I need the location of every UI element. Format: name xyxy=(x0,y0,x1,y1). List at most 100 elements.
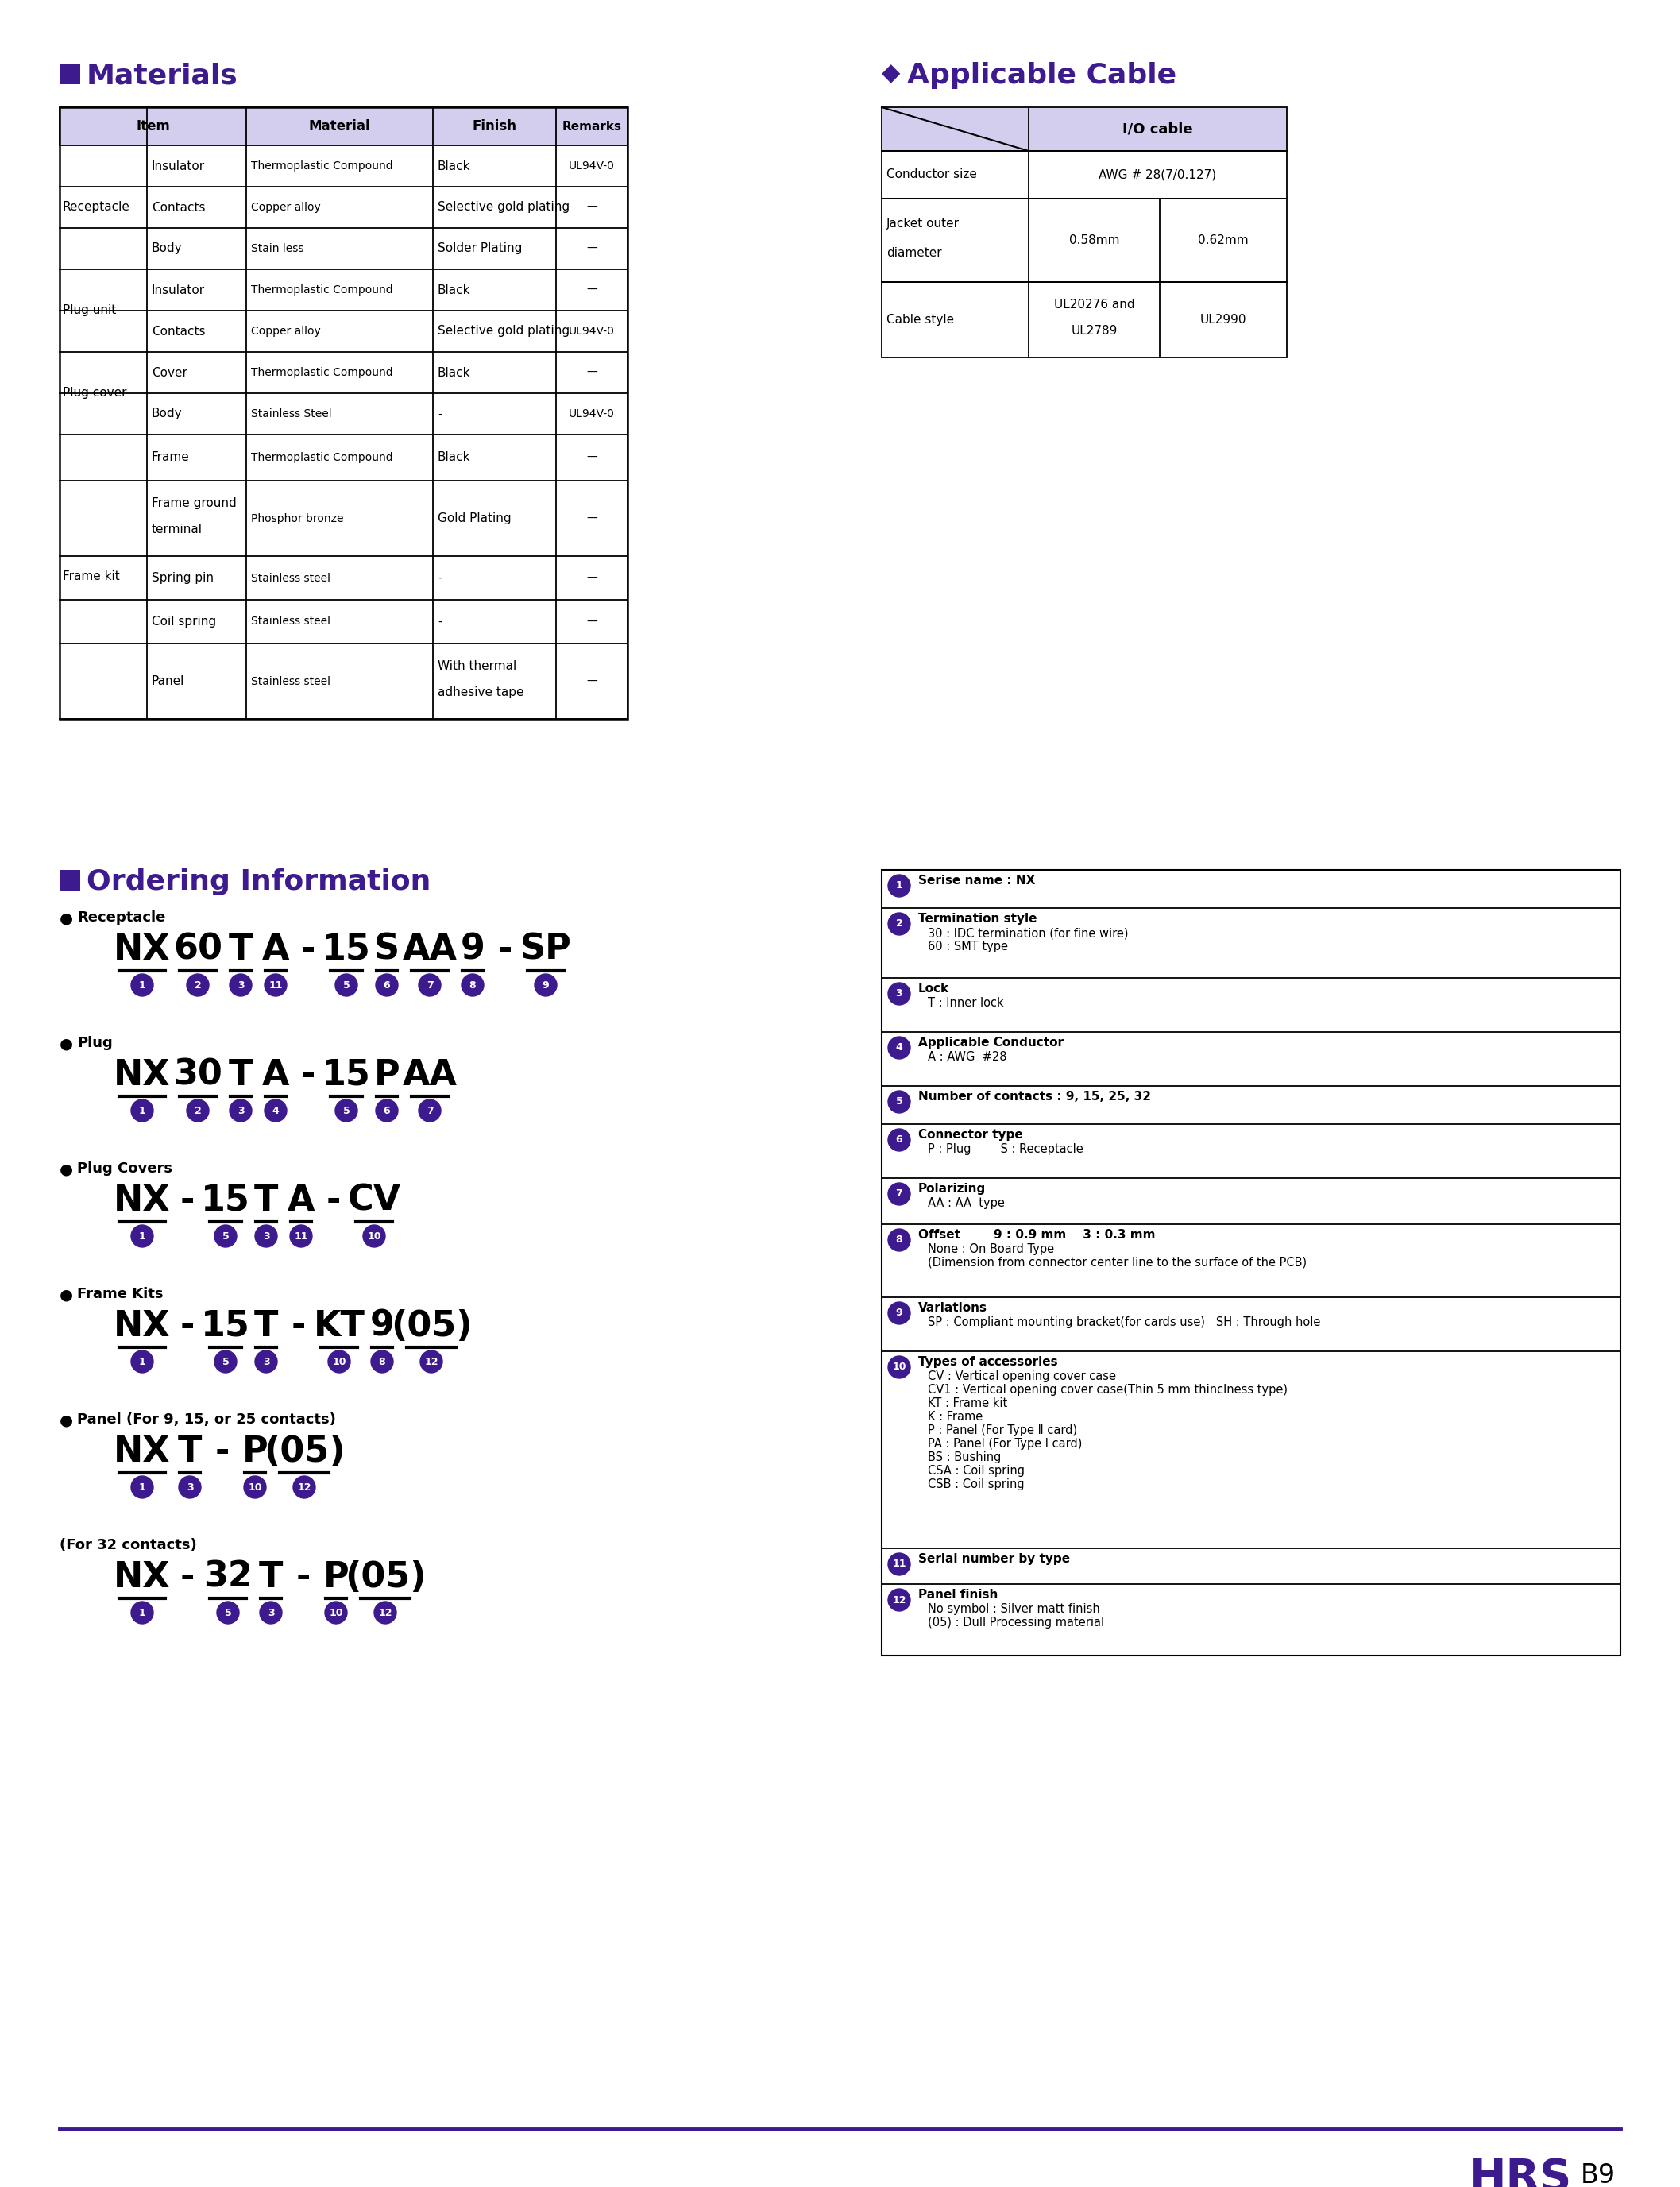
Circle shape xyxy=(889,1128,911,1150)
Text: Insulator: Insulator xyxy=(151,160,205,173)
Bar xyxy=(882,107,1287,151)
Text: Receptacle: Receptacle xyxy=(77,910,166,925)
Text: 1: 1 xyxy=(895,881,902,890)
Circle shape xyxy=(889,875,911,897)
Text: Selective gold plating: Selective gold plating xyxy=(438,201,570,214)
Text: Gold Plating: Gold Plating xyxy=(438,512,511,525)
Text: 10: 10 xyxy=(249,1483,262,1492)
Bar xyxy=(59,107,628,144)
Text: P: P xyxy=(323,1559,349,1594)
Text: Body: Body xyxy=(151,243,183,254)
Text: 11: 11 xyxy=(294,1231,307,1242)
Text: Variations: Variations xyxy=(919,1301,988,1314)
Bar xyxy=(882,282,1287,356)
Text: Stainless steel: Stainless steel xyxy=(250,676,331,687)
Text: AA : AA  type: AA : AA type xyxy=(927,1196,1005,1209)
Text: 60 : SMT type: 60 : SMT type xyxy=(927,940,1008,954)
Text: 15: 15 xyxy=(202,1183,250,1218)
Text: 15: 15 xyxy=(202,1310,250,1343)
Circle shape xyxy=(376,1100,398,1122)
Text: 32: 32 xyxy=(203,1559,252,1594)
Text: diameter: diameter xyxy=(887,247,942,258)
Text: -: - xyxy=(180,1183,195,1218)
Text: Ordering Information: Ordering Information xyxy=(87,868,430,894)
Text: Thermoplastic Compound: Thermoplastic Compound xyxy=(250,284,393,295)
Text: 11: 11 xyxy=(892,1559,906,1570)
Text: BS : Bushing: BS : Bushing xyxy=(927,1452,1001,1463)
Bar xyxy=(59,107,628,720)
Text: 3: 3 xyxy=(237,1104,244,1115)
Text: PA : Panel (For Type Ⅰ card): PA : Panel (For Type Ⅰ card) xyxy=(927,1437,1082,1450)
Circle shape xyxy=(336,1100,358,1122)
Text: UL94V-0: UL94V-0 xyxy=(570,409,615,420)
Text: NX: NX xyxy=(114,1059,171,1091)
Circle shape xyxy=(131,973,153,997)
Text: T: T xyxy=(228,1059,252,1091)
Text: Panel: Panel xyxy=(151,676,185,687)
Text: CV1 : Vertical opening cover case(Thin 5 mm thinclness type): CV1 : Vertical opening cover case(Thin 5… xyxy=(927,1384,1287,1395)
Circle shape xyxy=(418,973,440,997)
Text: —: — xyxy=(586,573,596,584)
Text: 1: 1 xyxy=(139,1356,146,1367)
Text: Coil spring: Coil spring xyxy=(151,617,217,628)
Text: 3: 3 xyxy=(895,989,902,999)
Text: 30: 30 xyxy=(173,1059,222,1091)
Circle shape xyxy=(131,1100,153,1122)
Text: 3: 3 xyxy=(262,1231,269,1242)
Text: -: - xyxy=(301,1059,316,1091)
Bar xyxy=(882,199,1287,282)
Text: Lock: Lock xyxy=(919,982,949,995)
Text: I/O cable: I/O cable xyxy=(1122,122,1193,136)
Text: 10: 10 xyxy=(892,1363,906,1371)
Text: CSA : Coil spring: CSA : Coil spring xyxy=(927,1465,1025,1476)
Circle shape xyxy=(889,1037,911,1059)
Circle shape xyxy=(255,1225,277,1247)
Text: -: - xyxy=(438,409,442,420)
Text: Item: Item xyxy=(136,118,170,133)
Circle shape xyxy=(131,1476,153,1498)
Text: T: T xyxy=(254,1310,279,1343)
Text: P : Panel (For Type Ⅱ card): P : Panel (For Type Ⅱ card) xyxy=(927,1424,1077,1437)
Text: Thermoplastic Compound: Thermoplastic Compound xyxy=(250,453,393,464)
Text: -: - xyxy=(215,1435,230,1470)
Text: 9: 9 xyxy=(895,1308,902,1319)
Text: 1: 1 xyxy=(139,1483,146,1492)
Text: Black: Black xyxy=(438,367,470,378)
Circle shape xyxy=(215,1352,237,1373)
Text: Panel finish: Panel finish xyxy=(919,1588,998,1601)
Text: 7: 7 xyxy=(427,980,433,991)
Circle shape xyxy=(131,1601,153,1623)
Text: Selective gold plating: Selective gold plating xyxy=(438,326,570,337)
Text: Serial number by type: Serial number by type xyxy=(919,1553,1070,1566)
Text: B9: B9 xyxy=(1581,2163,1616,2187)
Text: Spring pin: Spring pin xyxy=(151,573,213,584)
Text: 5: 5 xyxy=(222,1356,228,1367)
Circle shape xyxy=(376,973,398,997)
Text: NX: NX xyxy=(114,1310,171,1343)
Text: Body: Body xyxy=(151,409,183,420)
Text: —: — xyxy=(586,201,596,212)
Circle shape xyxy=(131,1352,153,1373)
Text: Jacket outer: Jacket outer xyxy=(887,219,959,230)
Text: Contacts: Contacts xyxy=(151,326,205,337)
Circle shape xyxy=(889,1229,911,1251)
Text: 3: 3 xyxy=(237,980,244,991)
Text: 2: 2 xyxy=(195,980,202,991)
Text: A : AWG  #28: A : AWG #28 xyxy=(927,1052,1006,1063)
Text: Remarks: Remarks xyxy=(563,120,622,131)
Text: Plug unit: Plug unit xyxy=(62,304,116,317)
Circle shape xyxy=(186,973,208,997)
Circle shape xyxy=(230,1100,252,1122)
Text: NX: NX xyxy=(114,1435,171,1470)
Text: Thermoplastic Compound: Thermoplastic Compound xyxy=(250,160,393,171)
Text: Solder Plating: Solder Plating xyxy=(438,243,522,254)
Text: 5: 5 xyxy=(895,1096,902,1107)
Text: (05) : Dull Processing material: (05) : Dull Processing material xyxy=(927,1616,1104,1629)
Text: None : On Board Type: None : On Board Type xyxy=(927,1242,1053,1255)
Text: Black: Black xyxy=(438,160,470,173)
Text: SP : Compliant mounting bracket(for cards use)   SH : Through hole: SP : Compliant mounting bracket(for card… xyxy=(927,1317,1320,1328)
Text: Black: Black xyxy=(438,453,470,464)
Text: CSB : Coil spring: CSB : Coil spring xyxy=(927,1478,1025,1489)
Text: 7: 7 xyxy=(427,1104,433,1115)
Circle shape xyxy=(462,973,484,997)
